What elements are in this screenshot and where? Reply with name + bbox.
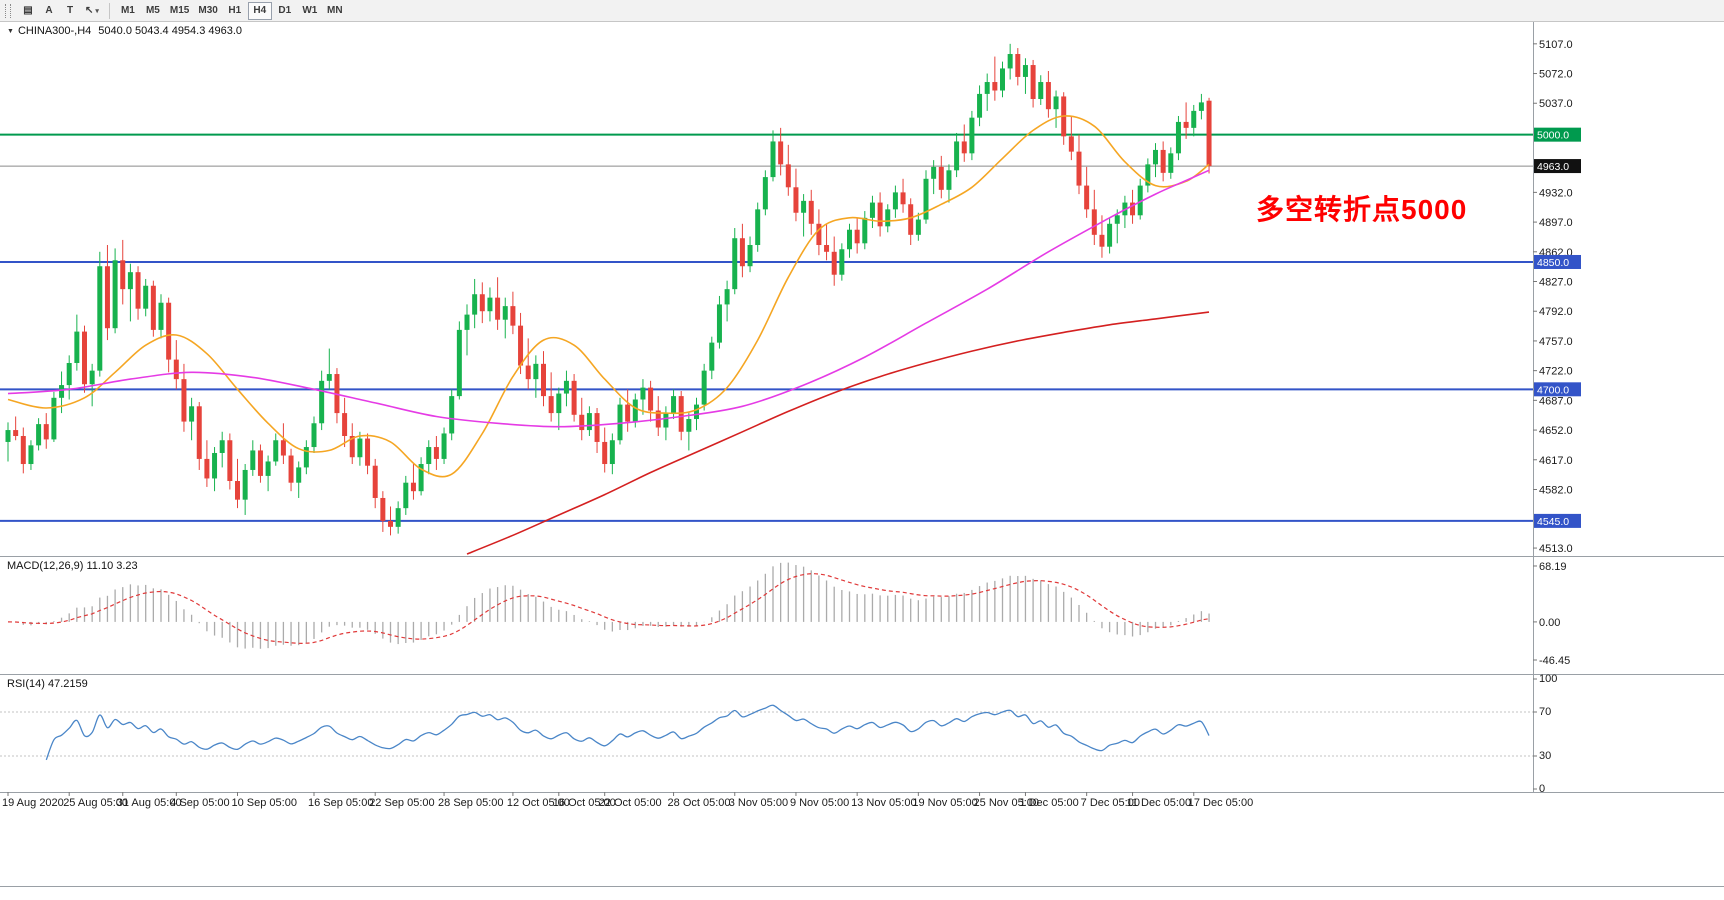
price-axis[interactable]: 5107.05072.05037.04932.04897.04862.04827… bbox=[1533, 39, 1581, 555]
svg-text:1 Dec 05:00: 1 Dec 05:00 bbox=[1019, 797, 1078, 809]
svg-text:4850.0: 4850.0 bbox=[1537, 257, 1569, 269]
svg-text:-46.45: -46.45 bbox=[1539, 655, 1570, 667]
svg-text:4652.0: 4652.0 bbox=[1539, 425, 1573, 437]
cursor-icon: ↖ bbox=[85, 5, 94, 16]
candles-layer bbox=[5, 43, 1212, 536]
svg-text:22 Oct 05:00: 22 Oct 05:00 bbox=[599, 797, 662, 809]
macd-panel: 68.19 0.00 -46.45 bbox=[7, 561, 1570, 667]
timeframe-button-m15[interactable]: M15 bbox=[166, 2, 193, 20]
svg-text:3 Nov 05:00: 3 Nov 05:00 bbox=[729, 797, 788, 809]
rsi-indicator-label: RSI(14) 47.2159 bbox=[7, 678, 88, 690]
svg-text:4700.0: 4700.0 bbox=[1537, 384, 1569, 396]
svg-text:25 Nov 05:00: 25 Nov 05:00 bbox=[974, 797, 1039, 809]
svg-text:4963.0: 4963.0 bbox=[1537, 161, 1569, 173]
svg-text:11 Dec 05:00: 11 Dec 05:00 bbox=[1127, 797, 1192, 809]
svg-text:28 Oct 05:00: 28 Oct 05:00 bbox=[668, 797, 731, 809]
timeframe-button-m30[interactable]: M30 bbox=[194, 2, 221, 20]
timeframe-button-m1[interactable]: M1 bbox=[116, 2, 140, 20]
svg-text:5037.0: 5037.0 bbox=[1539, 98, 1573, 110]
svg-text:70: 70 bbox=[1539, 706, 1551, 718]
svg-text:4 Sep 05:00: 4 Sep 05:00 bbox=[170, 797, 229, 809]
svg-text:19 Aug 2020: 19 Aug 2020 bbox=[2, 797, 64, 809]
insert-text-icon[interactable]: A bbox=[39, 2, 59, 20]
svg-text:5107.0: 5107.0 bbox=[1539, 39, 1573, 51]
text-label-icon[interactable]: T bbox=[60, 2, 80, 20]
svg-text:30: 30 bbox=[1539, 750, 1551, 762]
timeframe-toolbar: M1 M5 M15 M30 H1 H4 D1 W1 MN bbox=[116, 1, 347, 20]
svg-text:4932.0: 4932.0 bbox=[1539, 187, 1573, 199]
annotation-text[interactable]: 多空转折点5000 bbox=[1256, 194, 1468, 225]
cursor-tool-button[interactable]: ↖ ▾ bbox=[81, 2, 103, 20]
svg-text:7 Dec 05:00: 7 Dec 05:00 bbox=[1081, 797, 1140, 809]
timeframe-button-mn[interactable]: MN bbox=[323, 2, 347, 20]
macd-indicator-label: MACD(12,26,9) 11.10 3.23 bbox=[7, 560, 138, 572]
svg-text:10 Sep 05:00: 10 Sep 05:00 bbox=[232, 797, 297, 809]
svg-text:4617.0: 4617.0 bbox=[1539, 455, 1573, 467]
chart-list-icon[interactable]: ▤ bbox=[18, 2, 38, 20]
svg-text:0: 0 bbox=[1539, 783, 1545, 795]
timeframe-button-d1[interactable]: D1 bbox=[273, 2, 297, 20]
svg-text:4722.0: 4722.0 bbox=[1539, 366, 1573, 378]
svg-text:4513.0: 4513.0 bbox=[1539, 543, 1573, 555]
svg-text:4545.0: 4545.0 bbox=[1537, 516, 1569, 528]
symbol-name: CHINA300-,H4 bbox=[17, 25, 92, 37]
svg-text:12 Oct 05:00: 12 Oct 05:00 bbox=[507, 797, 570, 809]
timeframe-button-w1[interactable]: W1 bbox=[298, 2, 322, 20]
svg-text:5000.0: 5000.0 bbox=[1537, 130, 1569, 142]
panel-separators bbox=[0, 22, 1724, 887]
timeframe-button-h4[interactable]: H4 bbox=[247, 1, 272, 20]
svg-text:4897.0: 4897.0 bbox=[1539, 217, 1573, 229]
svg-text:68.19: 68.19 bbox=[1539, 561, 1567, 573]
svg-text:9 Nov 05:00: 9 Nov 05:00 bbox=[790, 797, 849, 809]
ohlc-readout: 5040.0 5043.4 4954.3 4963.0 bbox=[98, 25, 243, 37]
rsi-line bbox=[45, 704, 1210, 761]
svg-text:16 Oct 05:00: 16 Oct 05:00 bbox=[553, 797, 616, 809]
svg-text:4827.0: 4827.0 bbox=[1539, 277, 1573, 289]
ma-slow bbox=[466, 311, 1210, 555]
svg-text:16 Sep 05:00: 16 Sep 05:00 bbox=[308, 797, 373, 809]
macd-signal-line bbox=[7, 573, 1210, 644]
svg-text:13 Nov 05:00: 13 Nov 05:00 bbox=[851, 797, 916, 809]
top-toolbar: ▤ A T ↖ ▾ M1 M5 M15 M30 H1 H4 D1 W1 MN bbox=[0, 0, 1724, 22]
svg-text:28 Sep 05:00: 28 Sep 05:00 bbox=[438, 797, 503, 809]
chevron-down-icon: ▾ bbox=[95, 7, 99, 15]
svg-text:4582.0: 4582.0 bbox=[1539, 484, 1573, 496]
svg-text:4687.0: 4687.0 bbox=[1539, 395, 1573, 407]
svg-text:31 Aug 05:00: 31 Aug 05:00 bbox=[117, 797, 182, 809]
svg-text:0.00: 0.00 bbox=[1539, 617, 1560, 629]
toolbar-drag-handle[interactable] bbox=[5, 3, 11, 18]
svg-text:17 Dec 05:00: 17 Dec 05:00 bbox=[1188, 797, 1253, 809]
ma-mid bbox=[7, 169, 1210, 428]
ma-fast bbox=[7, 115, 1210, 478]
moving-averages bbox=[7, 115, 1210, 555]
timeframe-button-h1[interactable]: H1 bbox=[223, 2, 247, 20]
svg-text:100: 100 bbox=[1539, 673, 1557, 685]
toolbar-separator bbox=[108, 2, 110, 19]
horizontal-levels[interactable] bbox=[0, 133, 1533, 522]
rsi-panel: 100 70 30 0 bbox=[0, 673, 1557, 795]
symbol-info: ▼ CHINA300-,H4 5040.0 5043.4 4954.3 4963… bbox=[7, 25, 242, 37]
svg-text:4757.0: 4757.0 bbox=[1539, 336, 1573, 348]
collapse-triangle-icon[interactable]: ▼ bbox=[7, 27, 14, 35]
svg-text:22 Sep 05:00: 22 Sep 05:00 bbox=[369, 797, 434, 809]
svg-text:19 Nov 05:00: 19 Nov 05:00 bbox=[912, 797, 977, 809]
timeframe-button-m5[interactable]: M5 bbox=[141, 2, 165, 20]
svg-text:25 Aug 05:00: 25 Aug 05:00 bbox=[63, 797, 128, 809]
svg-text:4792.0: 4792.0 bbox=[1539, 306, 1573, 318]
svg-text:5072.0: 5072.0 bbox=[1539, 69, 1573, 81]
